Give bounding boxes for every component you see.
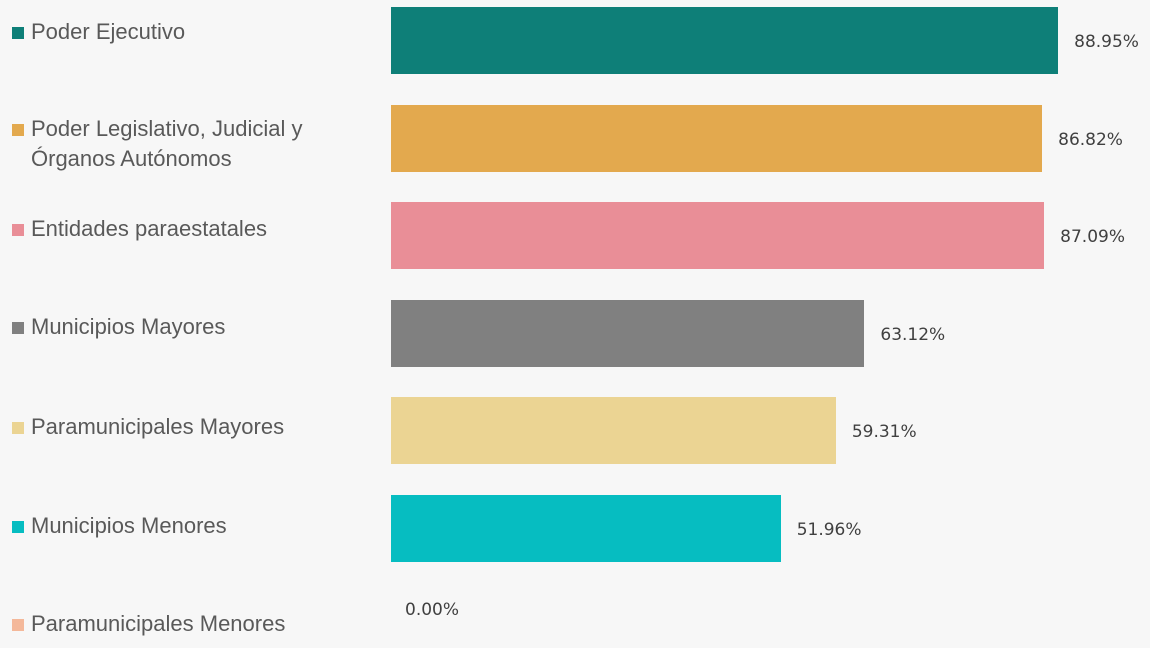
- legend-swatch: [12, 27, 24, 39]
- legend-swatch: [12, 124, 24, 136]
- legend-swatch: [12, 619, 24, 631]
- legend-label: Municipios Mayores: [31, 314, 226, 339]
- legend-label: Poder Legislativo, Judicial y Órganos Au…: [31, 116, 303, 171]
- bar: [391, 202, 1045, 269]
- legend-swatch: [12, 521, 24, 533]
- legend-label: Entidades paraestatales: [31, 216, 268, 241]
- bar: [391, 105, 1043, 172]
- bar: [391, 300, 865, 367]
- legend-swatch: [12, 422, 24, 434]
- value-label: 63.12%: [880, 325, 946, 345]
- bar: [391, 495, 781, 562]
- legend-label: Paramunicipales Mayores: [31, 414, 285, 439]
- bar: [391, 397, 836, 464]
- legend-label: Poder Ejecutivo: [31, 19, 186, 44]
- value-label: 86.82%: [1058, 130, 1123, 150]
- legend-label: Municipios Menores: [31, 513, 227, 538]
- legend-swatch: [12, 224, 24, 236]
- legend-swatch: [12, 322, 24, 334]
- value-label: 0.00%: [405, 600, 460, 620]
- bar: [391, 7, 1059, 74]
- value-label: 88.95%: [1074, 32, 1139, 52]
- legend-label: Paramunicipales Menores: [31, 611, 286, 636]
- value-label: 51.96%: [796, 520, 862, 540]
- value-label: 87.09%: [1060, 227, 1125, 247]
- value-label: 59.31%: [851, 422, 917, 442]
